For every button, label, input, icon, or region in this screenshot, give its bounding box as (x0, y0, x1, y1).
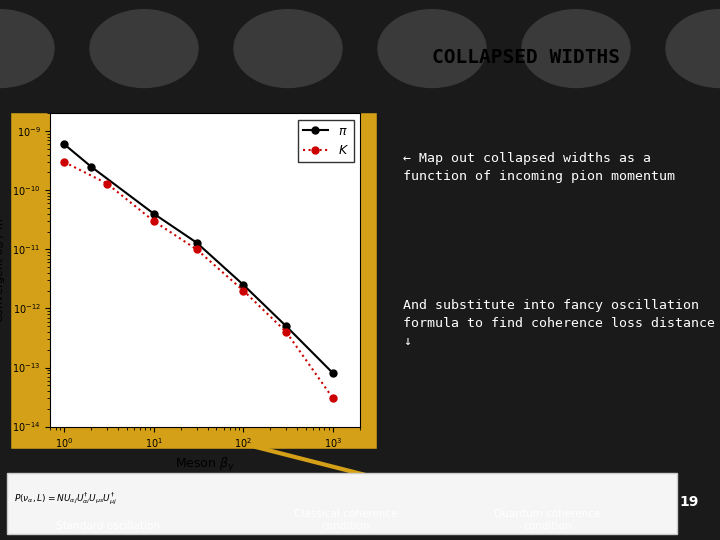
$K$ (60, 159, 68, 165)
FancyBboxPatch shape (14, 116, 374, 446)
$\pi$ (329, 370, 338, 376)
Legend: $\pi$, $K$: $\pi$, $K$ (297, 120, 354, 162)
X-axis label: Meson $\beta_{\gamma}$: Meson $\beta_{\gamma}$ (175, 456, 235, 474)
$K$ (192, 246, 201, 253)
$\pi$ (192, 239, 201, 246)
$\pi$ (60, 141, 68, 147)
Text: Classical coherence
condition: Classical coherence condition (294, 509, 397, 531)
$\pi$ (239, 282, 248, 288)
FancyBboxPatch shape (7, 474, 677, 534)
$\pi$ (282, 323, 290, 329)
Text: 19: 19 (679, 495, 698, 509)
Text: Quantum coherence
condition: Quantum coherence condition (494, 509, 600, 531)
Ellipse shape (234, 10, 342, 87)
$K$ (282, 329, 290, 335)
Text: ← Map out collapsed widths as a
function of incoming pion momentum: ← Map out collapsed widths as a function… (403, 152, 675, 183)
$\pi$ (150, 211, 158, 217)
Ellipse shape (90, 10, 198, 87)
Line: $K$: $K$ (60, 159, 336, 402)
Text: COLLAPSED WIDTHS: COLLAPSED WIDTHS (431, 48, 620, 68)
Text: $P(\nu_{\alpha}, L) = NU_{\alpha j}U^{\dagger}_{\alpha i}U_{\mu s}U^{\dagger}_{\: $P(\nu_{\alpha}, L) = NU_{\alpha j}U^{\d… (14, 490, 117, 507)
$K$ (239, 287, 248, 294)
Ellipse shape (378, 10, 486, 87)
Line: $\pi$: $\pi$ (60, 141, 336, 377)
Ellipse shape (522, 10, 630, 87)
Text: And substitute into fancy oscillation
formula to find coherence loss distance
↓: And substitute into fancy oscillation fo… (403, 299, 715, 348)
Y-axis label: Convergent $\sigma_{\omega}$ / m: Convergent $\sigma_{\omega}$ / m (0, 218, 6, 322)
$K$ (329, 395, 338, 402)
Text: Standard oscillation: Standard oscillation (56, 521, 160, 531)
$K$ (150, 218, 158, 225)
$K$ (103, 180, 112, 187)
$\pi$ (87, 164, 96, 170)
Ellipse shape (0, 10, 54, 87)
Ellipse shape (666, 10, 720, 87)
